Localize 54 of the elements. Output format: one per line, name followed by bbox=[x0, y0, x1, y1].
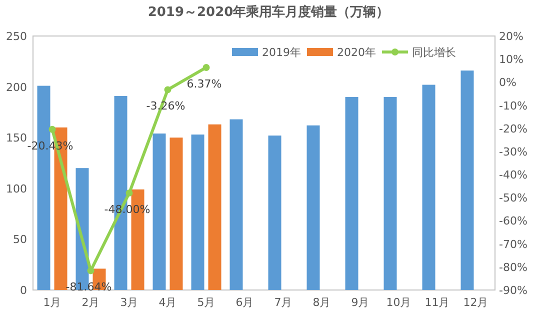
y2-tick-label: -30% bbox=[499, 145, 528, 158]
y-tick-label: 200 bbox=[6, 80, 27, 94]
point bbox=[126, 190, 133, 197]
y2-tick-label: 0% bbox=[499, 76, 516, 90]
point bbox=[164, 86, 172, 94]
x-tick-label: 12月 bbox=[463, 296, 488, 309]
y2-tick-label: 20% bbox=[499, 30, 524, 43]
y2-tick-label: -40% bbox=[499, 168, 528, 182]
bar bbox=[384, 96, 397, 290]
bar bbox=[230, 119, 243, 290]
y-tick-label: 50 bbox=[13, 233, 27, 246]
y2-tick-label: 10% bbox=[499, 53, 524, 66]
y2-tick-label: -20% bbox=[499, 122, 528, 136]
x-tick-label: 4月 bbox=[158, 296, 177, 309]
bar bbox=[208, 124, 222, 290]
legend-label: 2019年 bbox=[262, 46, 301, 59]
x-tick-label: 10月 bbox=[386, 296, 412, 309]
data-label: -81.64% bbox=[66, 280, 112, 294]
point bbox=[202, 64, 210, 71]
bar bbox=[191, 134, 204, 290]
data-label: 6.37% bbox=[186, 77, 222, 90]
y-tick-label: 100 bbox=[6, 182, 27, 196]
x-tick-label: 5月 bbox=[197, 296, 216, 309]
y2-tick-label: -60% bbox=[499, 214, 528, 228]
y-tick-label: 0 bbox=[20, 284, 27, 297]
legend-label: 2020年 bbox=[337, 46, 376, 59]
y-tick-label: 250 bbox=[6, 30, 27, 43]
bar bbox=[170, 138, 183, 290]
x-tick-label: 7月 bbox=[274, 296, 292, 309]
point bbox=[87, 267, 94, 274]
bar bbox=[152, 134, 166, 290]
data-label: -48.00% bbox=[104, 203, 150, 216]
y2-tick-label: -80% bbox=[499, 260, 528, 274]
point bbox=[48, 126, 56, 133]
chart-title: 2019～2020年乘用车月度销量（万辆） bbox=[148, 4, 390, 20]
x-tick-label: 8月 bbox=[312, 296, 331, 309]
y2-tick-label: -70% bbox=[499, 238, 528, 251]
x-tick-label: 11月 bbox=[424, 296, 450, 309]
x-tick-label: 6月 bbox=[236, 296, 254, 309]
y2-tick-label: -50% bbox=[499, 192, 528, 205]
y2-tick-label: -10% bbox=[499, 99, 528, 112]
x-tick-label: 1月 bbox=[43, 296, 62, 309]
legend-label: 同比增长 bbox=[412, 46, 456, 59]
bar bbox=[306, 125, 320, 290]
x-tick-label: 2月 bbox=[82, 296, 100, 309]
x-tick-label: 9月 bbox=[351, 296, 370, 309]
x-tick-label: 3月 bbox=[120, 296, 138, 309]
bar bbox=[345, 96, 358, 290]
bar bbox=[422, 84, 436, 290]
bar bbox=[268, 136, 282, 290]
y2-tick-label: -90% bbox=[499, 284, 528, 297]
y-tick-label: 150 bbox=[6, 132, 27, 145]
data-label: -20.43% bbox=[27, 139, 74, 152]
bar bbox=[460, 70, 474, 290]
